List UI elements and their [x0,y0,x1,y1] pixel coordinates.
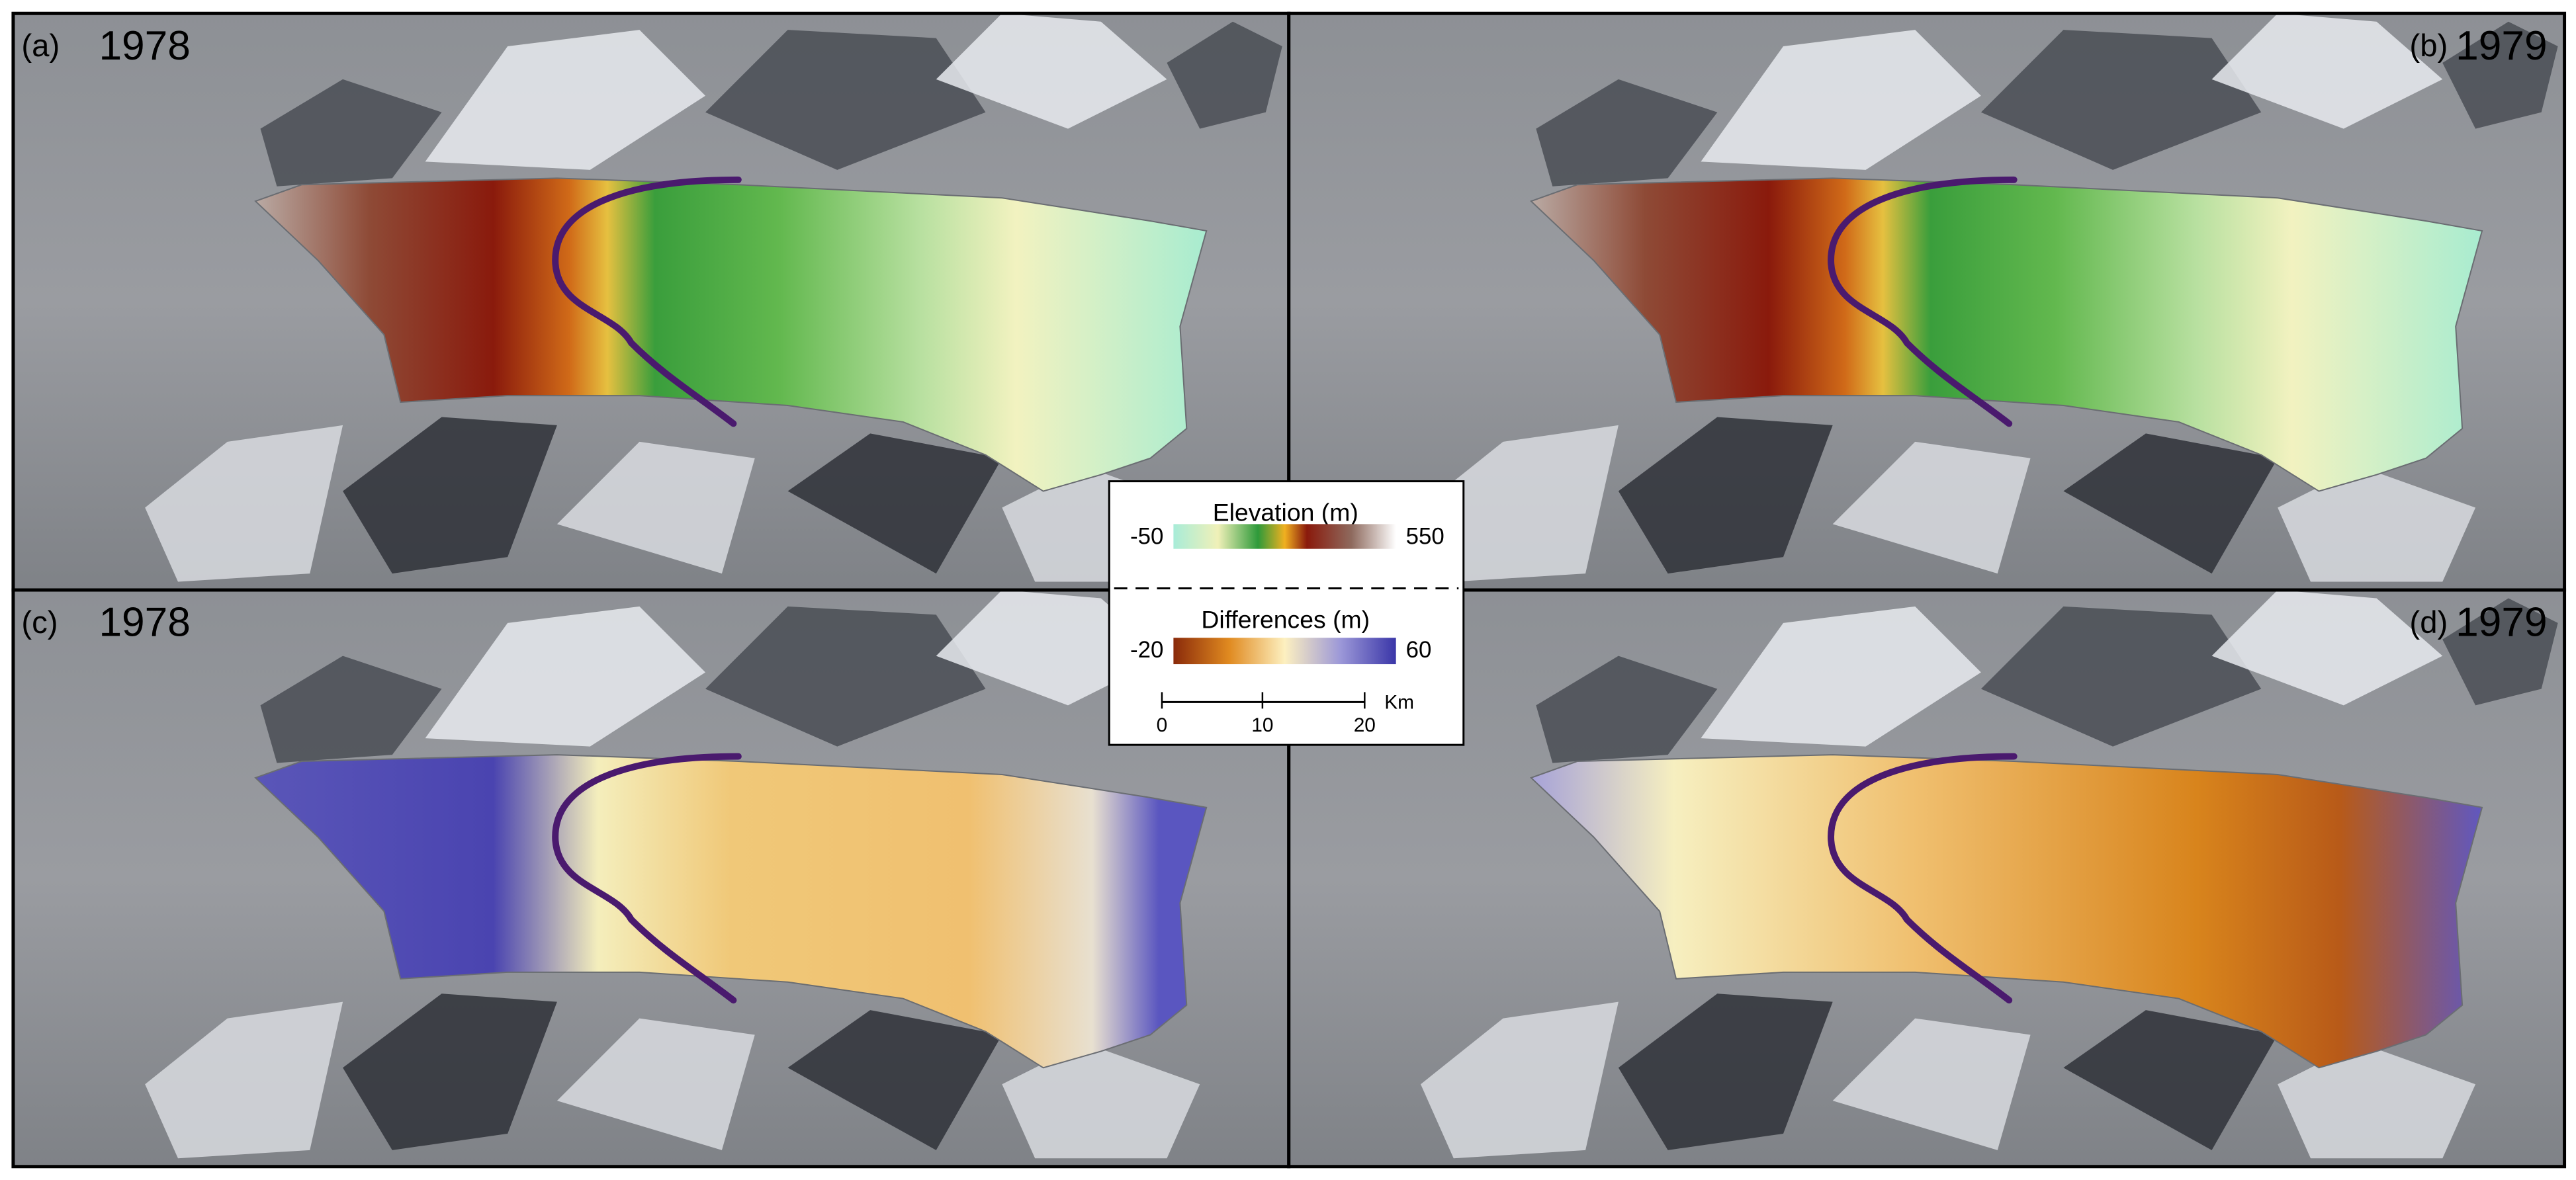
map-panel: (a) 1978 [11,11,1291,592]
mountain [1980,30,2262,170]
colorbar [1173,638,1396,665]
flow-line [1828,753,2018,1004]
flow-line [552,753,742,1004]
legend-min: -20 [1130,637,1163,663]
mountain [1618,417,1833,574]
mountain [1536,79,1718,187]
glacier-surface [1530,177,2483,492]
legend-max: 550 [1406,523,1444,549]
glacier-surface [1530,754,2483,1069]
legend-min: -50 [1130,523,1163,549]
flow-line [552,176,742,427]
mountain [705,606,986,747]
mountain [787,433,1002,574]
mountain [936,13,1167,129]
panel-year: 1978 [99,600,190,646]
mountain [1980,606,2262,747]
panel-year: 1979 [2456,600,2547,646]
mountain [1701,30,1981,170]
mountain [556,441,755,574]
mountain [1832,1018,2031,1150]
panel-year: 1978 [99,23,190,69]
colorbar [1173,524,1396,549]
scale-unit: Km [1384,691,1414,713]
glacier-surface [254,177,1208,492]
mountain [425,606,706,747]
mountain [2211,590,2443,706]
mountain [260,655,442,763]
scale-label: 0 [1157,714,1168,736]
legend: Elevation (m) -50 550 Differences (m) -2… [1108,480,1465,746]
scale-label: 10 [1251,714,1273,736]
map-panel: (c) 1978 [11,588,1291,1169]
mountain [1167,21,1282,129]
mountain [2442,598,2558,706]
mountain [2063,433,2278,574]
legend-title: Elevation (m) [1213,498,1358,526]
scale-label: 20 [1354,714,1376,736]
panel-frame [1287,588,2567,1169]
mountain [2442,21,2558,129]
flow-line [1828,176,2018,427]
mountain [787,1010,1002,1150]
glacier-surface [254,754,1208,1069]
legend-max: 60 [1406,637,1432,663]
map-panel: (d) 1979 [1287,588,2567,1169]
panel-label: (a) [21,28,60,63]
mountain [145,425,343,582]
map-panel: (b) 1979 [1287,11,2567,592]
panel-label: (c) [21,605,58,640]
panel-label: (b) [2409,28,2448,63]
mountain [2278,466,2476,582]
legend-title: Differences (m) [1201,605,1370,633]
mountain [1002,1042,1200,1159]
mountain [260,79,442,187]
mountain [1832,441,2031,574]
mountain [343,417,557,574]
mountain [556,1018,755,1150]
panels: (a) 1978 (b) 1979(c) 1978 (d) 1979 [11,11,2567,1169]
mountain [343,993,557,1150]
panel-year: 1979 [2456,23,2547,69]
mountain [145,1001,343,1159]
mountain [2278,1042,2476,1159]
mountain [1701,606,1981,747]
mountain [705,30,986,170]
mountain [425,30,706,170]
mountain [2063,1010,2278,1150]
mountain [2211,13,2443,129]
mountain [1421,425,1619,582]
mountain [1618,993,1833,1150]
panel-label: (d) [2409,605,2448,640]
mountain [1536,655,1718,763]
mountain [1421,1001,1619,1159]
